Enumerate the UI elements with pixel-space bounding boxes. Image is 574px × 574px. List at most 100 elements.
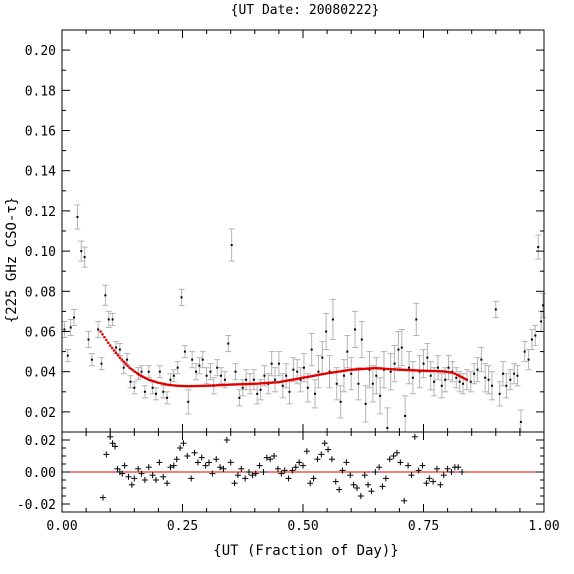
residual-point (300, 462, 306, 469)
fit-point (178, 384, 181, 388)
data-point (540, 320, 543, 323)
fit-point (271, 381, 275, 384)
data-point (408, 366, 411, 369)
residual-point (234, 472, 241, 479)
error-bar (517, 409, 524, 433)
residual-point (459, 469, 466, 475)
fit-point (293, 377, 297, 381)
fit-point (388, 367, 391, 371)
data-point (270, 362, 273, 365)
y-tick-label: 0.02 (25, 406, 56, 421)
data-point (180, 296, 183, 299)
fit-point (364, 367, 368, 371)
fit-point (399, 368, 403, 372)
data-point (169, 378, 172, 381)
y-tick-label: 0.16 (25, 125, 56, 140)
fit-point (182, 384, 185, 388)
fit-point (233, 383, 236, 386)
x-axis-label: {UT (Fraction of Day)} (213, 543, 398, 559)
fit-point (269, 381, 273, 384)
data-point (331, 318, 334, 321)
residual-point (419, 462, 426, 469)
residual-point (249, 472, 256, 479)
residual-point (274, 465, 281, 472)
fit-point (247, 382, 251, 386)
data-point (151, 386, 154, 389)
fit-point (398, 368, 401, 371)
fit-point (191, 384, 195, 388)
data-point (325, 330, 328, 333)
residual-point (321, 440, 328, 447)
residual-point (260, 469, 267, 475)
residual-point (131, 475, 138, 482)
fit-point (345, 368, 349, 372)
data-point (80, 250, 83, 253)
residual-point (437, 481, 444, 488)
data-point (245, 378, 248, 381)
fit-point (325, 372, 329, 375)
data-point (97, 328, 100, 331)
data-point (364, 402, 367, 405)
fit-point (255, 382, 259, 385)
y-tick-label: 0.20 (25, 44, 56, 59)
residual-point (152, 477, 159, 483)
residual-point (177, 445, 184, 451)
residual-point (167, 464, 174, 471)
data-point (371, 382, 374, 385)
data-point (516, 374, 519, 377)
fit-point (128, 366, 131, 369)
fit-point (424, 369, 427, 373)
fit-point (211, 384, 214, 387)
residual-point (114, 465, 121, 472)
data-point (306, 386, 309, 389)
fit-point (433, 369, 437, 373)
fit-point (170, 383, 174, 387)
residual-point (368, 488, 375, 495)
data-point (238, 396, 241, 399)
fit-point (205, 384, 208, 388)
residual-point (125, 473, 132, 480)
residual-point (448, 469, 455, 475)
data-point (104, 294, 107, 297)
fit-point (447, 370, 450, 374)
residual-point (206, 459, 213, 466)
fit-point (368, 367, 372, 370)
fit-point (384, 367, 387, 371)
fit-point (449, 371, 452, 374)
fit-point (130, 367, 133, 371)
residual-point (318, 451, 325, 458)
residual-point (336, 486, 343, 493)
fit-point (361, 367, 364, 371)
fit-point (285, 379, 289, 382)
data-point (490, 384, 493, 387)
data-point (76, 215, 79, 218)
fit-point (382, 367, 385, 370)
fit-point (160, 382, 164, 385)
fit-point (327, 371, 331, 375)
data-point (201, 358, 204, 361)
fit-point (414, 369, 418, 372)
data-point (126, 358, 129, 361)
y-tick-label: 0.18 (25, 84, 56, 99)
fit-point (289, 378, 293, 382)
residual-point (173, 456, 180, 463)
residual-point (188, 475, 195, 482)
residual-point (223, 437, 230, 443)
residual-point (267, 456, 274, 463)
fit-point (283, 379, 287, 383)
measurement-layer (63, 215, 545, 429)
data-point (205, 374, 208, 377)
data-point (277, 362, 280, 365)
fit-point (112, 349, 116, 352)
fit-point (265, 381, 269, 385)
data-point (342, 374, 345, 377)
residual-point (376, 464, 383, 471)
fit-point (349, 368, 353, 371)
residual-point (246, 469, 253, 475)
fit-point (287, 379, 291, 382)
data-point (426, 356, 429, 359)
data-point (63, 328, 66, 331)
residual-point (285, 475, 292, 482)
residual-point (372, 469, 379, 475)
fit-point (114, 351, 118, 355)
